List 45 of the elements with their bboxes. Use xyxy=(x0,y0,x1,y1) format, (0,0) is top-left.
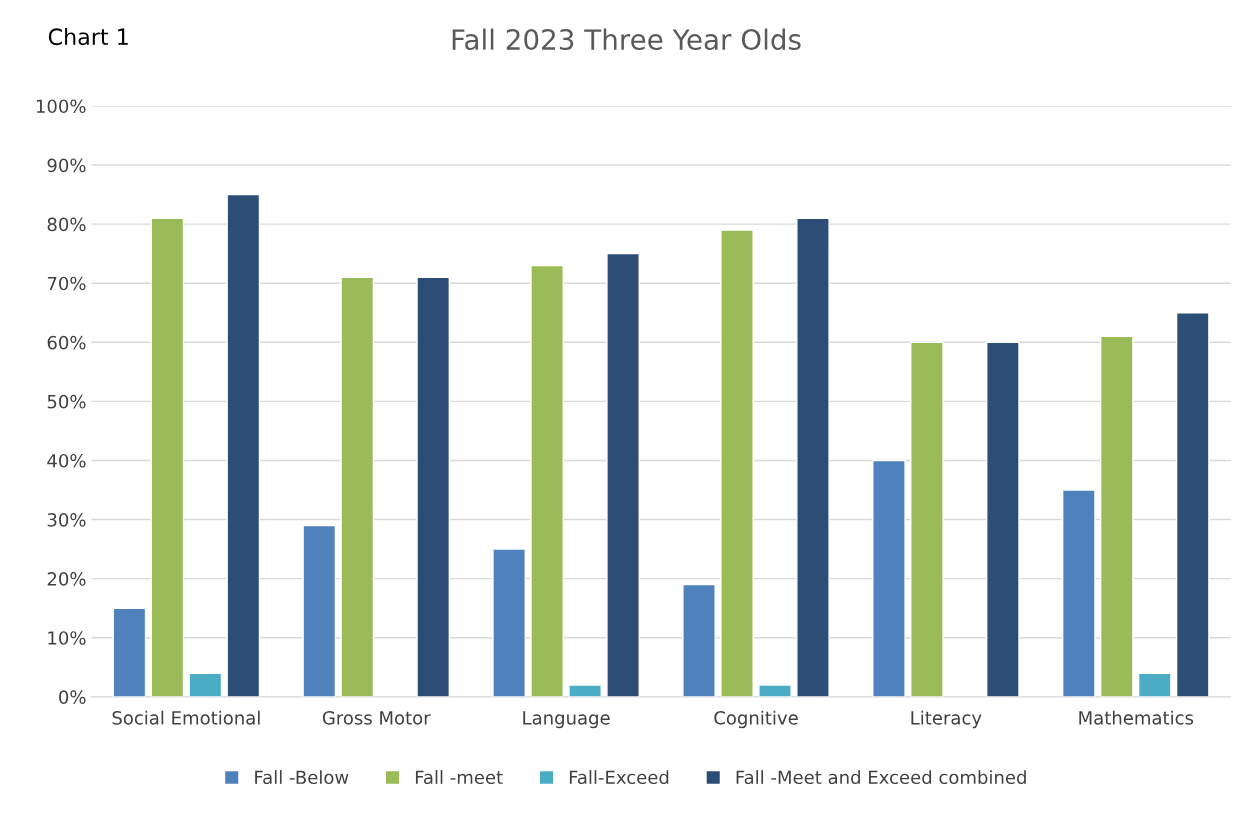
y-tick-label: 60% xyxy=(47,335,86,350)
y-tick-label: 70% xyxy=(47,276,86,291)
bar xyxy=(188,672,223,697)
bar xyxy=(758,684,792,697)
bar xyxy=(796,217,830,697)
bar xyxy=(1137,672,1172,697)
chart-title: Fall 2023 Three Year Olds xyxy=(452,28,801,51)
y-tick-label: 50% xyxy=(47,394,86,409)
bar xyxy=(340,276,375,697)
bar xyxy=(492,548,526,697)
y-tick-label: 10% xyxy=(48,631,86,645)
bar xyxy=(682,583,716,697)
bar xyxy=(568,684,602,697)
bar xyxy=(606,252,640,697)
bar xyxy=(1175,312,1210,697)
legend-label: Fall -Below xyxy=(255,770,349,785)
legend-label: Fall -Meet and Exceed combined xyxy=(736,770,1026,785)
y-tick-label: 80% xyxy=(47,217,86,232)
bar xyxy=(302,524,337,697)
bar xyxy=(910,341,944,697)
bar xyxy=(720,229,754,697)
y-tick-label: 40% xyxy=(47,453,86,468)
caption: Chart 1 xyxy=(48,27,128,46)
bar xyxy=(112,607,147,697)
bar xyxy=(416,276,451,697)
x-tick-label: Literacy xyxy=(911,710,982,729)
x-tick-label: Language xyxy=(523,711,610,729)
x-tick-label: Social Emotional xyxy=(112,710,260,725)
x-tick-label: Mathematics xyxy=(1079,710,1194,725)
y-tick-label: 30% xyxy=(47,513,86,527)
bar xyxy=(872,459,906,697)
bar xyxy=(1061,489,1096,697)
bar xyxy=(150,217,185,697)
bar xyxy=(226,193,261,697)
bar xyxy=(986,341,1020,697)
y-tick-label: 90% xyxy=(47,158,86,173)
bar xyxy=(530,264,564,697)
y-tick-label: 100% xyxy=(36,99,86,114)
legend-label: Fall -meet xyxy=(415,770,503,785)
x-tick-label: Gross Motor xyxy=(322,711,431,725)
y-tick-label: 20% xyxy=(47,572,86,586)
legend-label: Fall-Exceed xyxy=(569,770,669,785)
y-tick-label: 0% xyxy=(59,690,86,704)
x-tick-label: Cognitive xyxy=(714,710,798,729)
bar xyxy=(1099,335,1134,697)
